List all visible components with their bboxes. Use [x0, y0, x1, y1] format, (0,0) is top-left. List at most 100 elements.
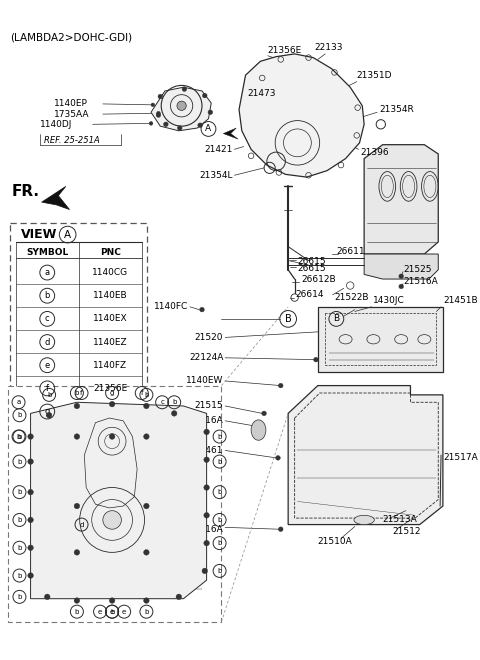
Text: (LAMBDA2>DOHC-GDI): (LAMBDA2>DOHC-GDI) — [10, 32, 132, 42]
Text: g: g — [110, 390, 114, 396]
Circle shape — [28, 573, 33, 578]
Text: 21522B: 21522B — [335, 293, 369, 302]
Circle shape — [182, 86, 187, 92]
Text: 21517A: 21517A — [443, 453, 478, 463]
Text: b: b — [47, 392, 51, 398]
Text: b: b — [17, 434, 22, 440]
Text: g: g — [45, 407, 50, 416]
Circle shape — [109, 401, 115, 407]
Text: 1140EW: 1140EW — [186, 376, 223, 385]
Text: b: b — [17, 572, 22, 579]
Ellipse shape — [251, 420, 266, 440]
Text: b: b — [172, 399, 176, 405]
Circle shape — [144, 598, 149, 603]
Circle shape — [45, 594, 50, 600]
Text: 1430JC: 1430JC — [373, 296, 405, 305]
Text: A: A — [64, 230, 71, 240]
Circle shape — [74, 434, 80, 440]
Circle shape — [74, 598, 80, 603]
Circle shape — [158, 94, 163, 99]
Circle shape — [144, 550, 149, 555]
Text: c: c — [160, 399, 164, 405]
Circle shape — [204, 429, 209, 435]
Text: 21356E: 21356E — [93, 384, 127, 393]
Text: f: f — [80, 390, 83, 396]
Circle shape — [28, 545, 33, 550]
Polygon shape — [42, 186, 70, 209]
Text: 21516A: 21516A — [189, 416, 223, 425]
Text: f: f — [141, 390, 143, 396]
Text: 21513A: 21513A — [383, 515, 418, 525]
Text: 21516A: 21516A — [189, 525, 223, 534]
Text: b: b — [17, 594, 22, 600]
Text: b: b — [144, 392, 149, 398]
Text: 26612B: 26612B — [301, 275, 336, 284]
Text: 22124A: 22124A — [189, 353, 223, 362]
Circle shape — [313, 357, 318, 362]
Text: 26615: 26615 — [298, 265, 326, 273]
Circle shape — [156, 112, 160, 115]
Text: b: b — [17, 459, 22, 465]
Polygon shape — [318, 307, 443, 372]
Text: 21451B: 21451B — [443, 296, 478, 305]
Text: 21515: 21515 — [195, 401, 223, 411]
Text: f: f — [46, 384, 49, 393]
Circle shape — [198, 123, 203, 127]
Circle shape — [144, 434, 149, 440]
Text: 21520: 21520 — [195, 333, 223, 342]
Text: 21510A: 21510A — [318, 537, 352, 546]
Text: e: e — [45, 361, 50, 370]
Text: 26614: 26614 — [296, 290, 324, 299]
Text: a: a — [16, 399, 21, 405]
Circle shape — [204, 484, 209, 490]
Text: b: b — [217, 434, 222, 440]
Text: e: e — [122, 609, 126, 614]
Text: REF. 25-251A: REF. 25-251A — [44, 137, 99, 145]
Circle shape — [276, 455, 280, 460]
FancyBboxPatch shape — [10, 224, 147, 426]
Circle shape — [109, 434, 115, 440]
Text: 21356E: 21356E — [268, 46, 302, 55]
Text: 21354R: 21354R — [379, 105, 414, 114]
Ellipse shape — [354, 515, 374, 525]
Text: 26615: 26615 — [298, 257, 326, 266]
Text: 21421: 21421 — [204, 145, 233, 154]
Circle shape — [399, 274, 404, 279]
Polygon shape — [364, 254, 438, 279]
Circle shape — [208, 110, 213, 115]
Text: 1140DJ: 1140DJ — [40, 120, 72, 129]
Text: 21473: 21473 — [247, 89, 276, 98]
Text: 21516A: 21516A — [403, 277, 438, 286]
Circle shape — [149, 121, 153, 125]
Circle shape — [262, 411, 266, 416]
Text: 21525: 21525 — [403, 265, 432, 275]
Text: B: B — [333, 314, 339, 323]
Text: e: e — [98, 609, 102, 614]
Polygon shape — [223, 128, 238, 139]
Circle shape — [176, 594, 181, 600]
Text: b: b — [144, 609, 149, 614]
Circle shape — [278, 527, 283, 531]
Text: FR.: FR. — [12, 183, 40, 199]
Text: 21354L: 21354L — [199, 171, 233, 180]
Circle shape — [28, 517, 33, 523]
Polygon shape — [151, 87, 211, 131]
Text: b: b — [217, 568, 222, 574]
Text: b: b — [217, 540, 222, 546]
Text: 1140FC: 1140FC — [154, 302, 188, 312]
Text: d: d — [79, 521, 84, 527]
Circle shape — [28, 459, 33, 465]
Text: 1140EB: 1140EB — [93, 291, 128, 300]
Circle shape — [156, 113, 161, 117]
Circle shape — [144, 504, 149, 509]
Text: 1735AA: 1735AA — [54, 110, 89, 119]
Text: b: b — [16, 434, 21, 440]
Circle shape — [144, 403, 149, 409]
Text: SYMBOL: SYMBOL — [26, 248, 68, 257]
Text: b: b — [17, 544, 22, 550]
Circle shape — [178, 125, 182, 130]
Text: e: e — [110, 609, 114, 614]
Text: 1140EX: 1140EX — [93, 314, 128, 323]
Text: b: b — [217, 517, 222, 523]
Circle shape — [109, 598, 115, 603]
